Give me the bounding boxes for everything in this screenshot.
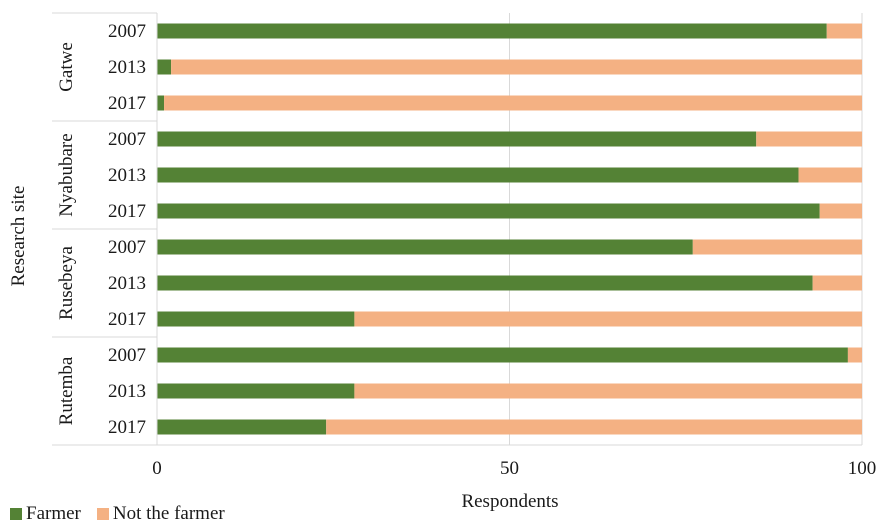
bar-farmer [157, 95, 165, 111]
bar-not-the-farmer [171, 59, 863, 75]
axes [52, 12, 862, 446]
legend-label-not-the-farmer: Not the farmer [112, 503, 225, 524]
bar-not-the-farmer [354, 311, 862, 327]
x-tick-label: 0 [152, 458, 162, 479]
legend-item-farmer: Farmer [10, 503, 81, 525]
group-label: Rutemba [56, 356, 77, 425]
bar-not-the-farmer [756, 131, 862, 147]
bar-farmer [157, 239, 693, 255]
y-tick-label-year: 2017 [108, 201, 146, 222]
labels: 0 50 100 2007 2013 2017 Gatwe 2007 2013 2017 Nyabu… [56, 21, 876, 479]
y-tick-label-year: 2007 [108, 237, 146, 258]
legend-item-not-the-farmer: Not the farmer [96, 503, 225, 525]
y-tick-label-year: 2007 [108, 21, 146, 42]
bar-farmer [157, 383, 355, 399]
bar-not-the-farmer [819, 203, 862, 219]
x-axis-title: Respondents [461, 491, 558, 512]
bar-not-the-farmer [164, 95, 863, 111]
y-tick-label-year: 2007 [108, 345, 146, 366]
legend-label-farmer: Farmer [26, 503, 81, 524]
bars [157, 23, 863, 435]
bar-not-the-farmer [692, 239, 862, 255]
x-tick-label: 100 [848, 458, 877, 479]
y-tick-label-year: 2007 [108, 129, 146, 150]
bar-farmer [157, 59, 172, 75]
group-label: Nyabubare [56, 133, 77, 216]
y-tick-label-year: 2013 [108, 57, 146, 78]
bar-farmer [157, 203, 820, 219]
legend: Farmer Not the farmer [10, 503, 225, 525]
bar-not-the-farmer [812, 275, 862, 291]
y-axis-title: Research site [8, 186, 29, 287]
legend-swatch-not-the-farmer [96, 508, 109, 520]
bar-farmer [157, 167, 799, 183]
bar-farmer [157, 23, 827, 39]
y-tick-label-year: 2013 [108, 273, 146, 294]
y-tick-label-year: 2013 [108, 381, 146, 402]
legend-swatch-farmer [10, 508, 22, 520]
bar-not-the-farmer [354, 383, 862, 399]
y-tick-label-year: 2013 [108, 165, 146, 186]
x-tick-label: 50 [500, 458, 519, 479]
bar-not-the-farmer [798, 167, 862, 183]
bar-not-the-farmer [847, 347, 862, 363]
bar-farmer [157, 131, 757, 147]
gridlines [509, 13, 863, 445]
y-tick-label-year: 2017 [108, 309, 146, 330]
bar-farmer [157, 275, 813, 291]
group-label: Rusebeya [56, 246, 77, 320]
bar-farmer [157, 311, 355, 327]
group-label: Gatwe [56, 42, 77, 92]
bar-farmer [157, 347, 848, 363]
bar-not-the-farmer [326, 419, 862, 435]
bar-not-the-farmer [826, 23, 862, 39]
bar-farmer [157, 419, 327, 435]
y-tick-label-year: 2017 [108, 417, 146, 438]
y-tick-label-year: 2017 [108, 93, 146, 114]
